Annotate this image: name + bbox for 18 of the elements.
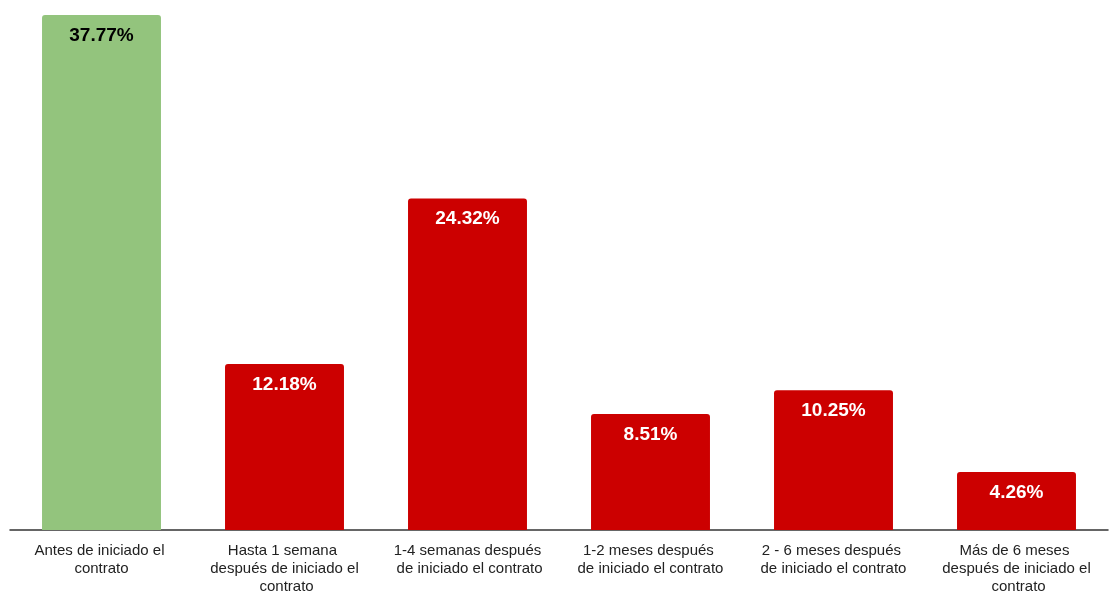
bar xyxy=(408,198,527,530)
bar xyxy=(225,363,344,530)
data-label: 12.18% xyxy=(252,372,317,394)
x-tick-label: 1-2 meses después de iniciado el contrato xyxy=(577,540,724,576)
bar xyxy=(957,471,1076,530)
bar xyxy=(42,15,161,530)
data-label: 37.77% xyxy=(69,24,134,45)
x-tick-label: Antes de iniciado el contrato xyxy=(34,540,169,576)
x-tick-label: Más de 6 meses después de iniciado el contrato xyxy=(942,540,1091,594)
data-label: 8.51% xyxy=(623,422,678,444)
data-label: 24.32% xyxy=(435,207,500,229)
data-label: 10.25% xyxy=(801,399,866,421)
data-label: 4.26% xyxy=(989,480,1044,502)
x-tick-label: 1-4 semanas después de iniciado el contrato xyxy=(392,540,543,576)
bar xyxy=(774,390,893,530)
bar xyxy=(591,413,710,530)
x-tick-label: 2 - 6 meses después de iniciado el contrato xyxy=(760,540,907,576)
x-tick-label: Hasta 1 semana después de iniciado el contrato xyxy=(210,540,359,594)
